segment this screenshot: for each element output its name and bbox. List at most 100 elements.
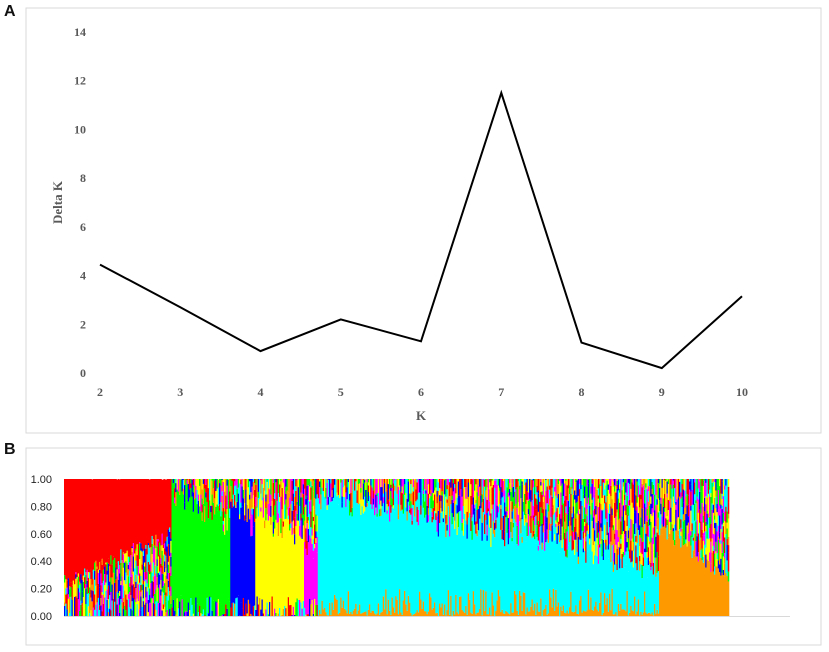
admixture-bar-segment (555, 495, 557, 512)
admixture-bar-segment (452, 483, 455, 492)
admixture-bar-segment (706, 510, 709, 514)
admixture-bar-segment (535, 479, 537, 487)
admixture-bar-segment (584, 486, 586, 494)
admixture-bar-segment (287, 519, 290, 598)
admixture-bar-segment (634, 546, 636, 597)
admixture-bar-segment (66, 593, 69, 610)
admixture-bar-segment (687, 533, 690, 542)
admixture-bar-segment (619, 484, 621, 489)
admixture-bar-segment (632, 479, 635, 485)
admixture-bar-segment (302, 600, 305, 616)
admixture-bar-segment (376, 513, 379, 517)
admixture-bar-segment (227, 479, 230, 501)
admixture-bar-segment (422, 490, 425, 494)
admixture-bar-segment (124, 573, 126, 581)
admixture-bar-segment (132, 598, 135, 616)
admixture-bar-segment (559, 480, 561, 492)
admixture-bar-segment (240, 484, 242, 503)
admixture-bar-segment (714, 515, 716, 520)
admixture-bar-segment (705, 554, 707, 568)
admixture-bar-segment (397, 486, 400, 505)
admixture-bar-segment (716, 566, 719, 616)
admixture-bar-segment (657, 613, 660, 616)
admixture-bar-segment (344, 485, 346, 498)
admixture-bar-segment (572, 506, 575, 514)
admixture-bar-segment (261, 479, 264, 485)
admixture-bar-segment (545, 522, 547, 543)
admixture-bar-segment (167, 600, 170, 616)
admixture-bar-segment (707, 479, 710, 487)
admixture-bar-segment (296, 504, 299, 514)
admixture-bar-segment (596, 609, 599, 616)
admixture-bar-segment (635, 535, 637, 542)
admixture-bar-segment (149, 573, 151, 589)
admixture-bar-segment (697, 561, 700, 616)
admixture-bar-segment (70, 479, 72, 583)
admixture-bar-segment (594, 551, 596, 556)
admixture-bar-segment (277, 493, 280, 514)
admixture-bar-segment (229, 479, 231, 489)
admixture-bar-segment (651, 481, 654, 489)
admixture-bar-segment (209, 479, 211, 501)
admixture-bar-segment (252, 481, 255, 496)
admixture-bar-segment (611, 527, 614, 546)
admixture-bar-segment (510, 479, 512, 492)
admixture-bar-segment (116, 569, 119, 577)
admixture-bar-segment (631, 482, 634, 503)
admixture-bar-segment (502, 479, 505, 481)
admixture-bar-segment (716, 479, 719, 488)
admixture-bar-segment (169, 544, 171, 556)
admixture-bar-segment (131, 610, 134, 616)
admixture-bar-segment (456, 484, 459, 498)
admixture-bar-segment (607, 489, 610, 506)
admixture-bar-segment (314, 479, 316, 483)
admixture-bar-segment (151, 535, 154, 544)
admixture-bar-segment (555, 511, 557, 521)
admixture-bar-segment (374, 493, 376, 516)
admixture-bar-segment (576, 501, 579, 514)
admixture-bar-segment (639, 534, 641, 547)
admixture-bar-segment (572, 549, 575, 553)
admixture-bar-segment (726, 538, 729, 545)
admixture-bar-segment (160, 595, 162, 609)
admixture-bar-segment (655, 576, 657, 614)
admixture-bar-segment (184, 485, 186, 503)
admixture-bar-segment (584, 479, 586, 487)
admixture-bar-segment (180, 479, 182, 596)
admixture-bar-segment (659, 483, 661, 488)
admixture-bar-segment (670, 498, 672, 508)
admixture-bar-segment (280, 614, 282, 616)
admixture-bar-segment (474, 604, 476, 616)
admixture-bar-segment (127, 576, 130, 594)
admixture-bar-segment (221, 491, 224, 496)
admixture-bar-segment (466, 499, 469, 512)
admixture-bar-segment (170, 586, 172, 597)
admixture-bar-segment (112, 479, 115, 557)
admixture-bar-segment (456, 513, 459, 530)
admixture-bar-segment (189, 489, 191, 498)
admixture-bar-segment (447, 506, 450, 591)
admixture-bar-segment (580, 500, 582, 520)
admixture-bar-segment (412, 505, 415, 525)
admixture-bar-segment (230, 501, 232, 508)
admixture-bar-segment (167, 544, 170, 562)
admixture-bar-segment (432, 479, 435, 493)
admixture-bar-segment (275, 479, 277, 483)
admixture-bar-segment (400, 510, 402, 613)
admixture-bar-segment (484, 479, 486, 480)
admixture-bar-segment (456, 505, 459, 514)
admixture-bar-segment (306, 485, 309, 497)
admixture-bar-segment (216, 488, 219, 494)
admixture-bar-segment (666, 516, 669, 520)
admixture-bar-segment (629, 479, 631, 484)
admixture-bar-segment (420, 490, 422, 506)
admixture-bar-segment (706, 559, 709, 616)
admixture-bar-segment (372, 479, 375, 491)
admixture-bar-segment (424, 501, 426, 518)
admixture-bar-segment (97, 479, 100, 570)
admixture-bar-segment (592, 610, 595, 616)
admixture-bar-segment (219, 483, 221, 505)
admixture-bar-segment (486, 524, 489, 536)
admixture-bar-segment (424, 479, 426, 490)
admixture-bar-segment (410, 479, 412, 485)
